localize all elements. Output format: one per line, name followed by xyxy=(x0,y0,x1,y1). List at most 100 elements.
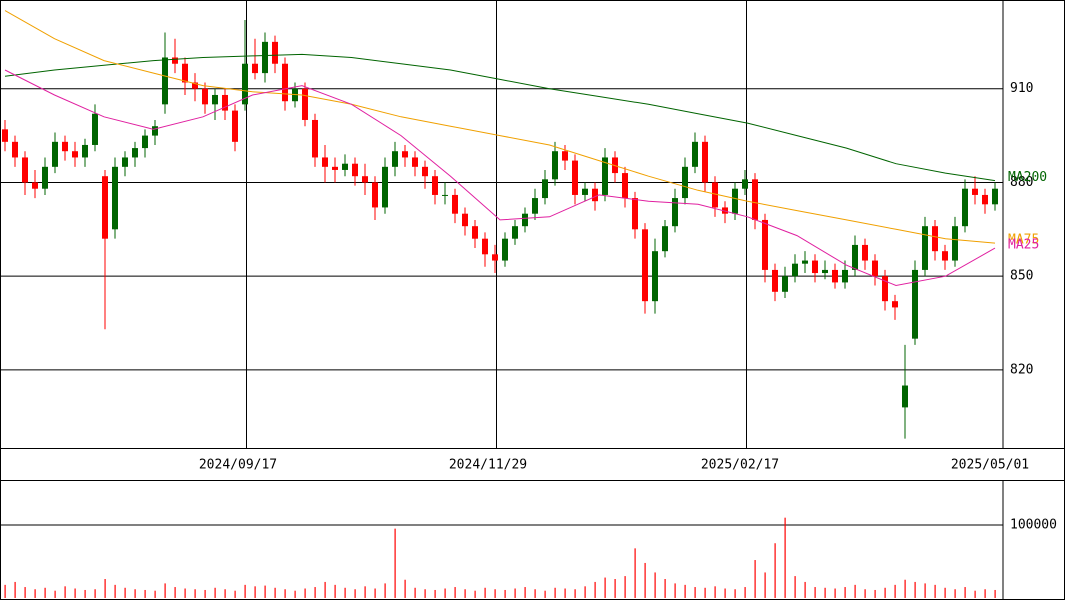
volume-bar xyxy=(544,590,546,598)
volume-bar xyxy=(474,590,476,598)
volume-bar xyxy=(584,586,586,598)
volume-bar xyxy=(94,589,96,598)
candle-body xyxy=(162,57,168,105)
volume-bar xyxy=(964,587,966,598)
volume-bar xyxy=(324,581,326,598)
volume-bar xyxy=(594,581,596,598)
candle-body xyxy=(582,188,588,195)
candle-body xyxy=(122,157,128,167)
volume-bar xyxy=(54,590,56,598)
volume-bar xyxy=(904,579,906,598)
volume-bar xyxy=(384,583,386,598)
candle-body xyxy=(222,94,228,111)
volume-bar xyxy=(684,584,686,598)
volume-bar xyxy=(414,587,416,598)
volume-bar xyxy=(934,584,936,598)
candle-body xyxy=(452,194,458,214)
candle-body xyxy=(442,194,448,196)
volume-bar xyxy=(694,587,696,598)
candle-body xyxy=(392,151,398,167)
candle-body xyxy=(212,94,218,105)
candle-body xyxy=(42,166,48,189)
candle-body xyxy=(532,198,538,214)
candle-body xyxy=(712,182,718,208)
ma-label: MA200 xyxy=(1008,170,1047,185)
y-tick-label: 880 xyxy=(1010,175,1033,190)
volume-bar xyxy=(244,584,246,598)
candle-body xyxy=(112,166,118,230)
candle-body xyxy=(432,176,438,195)
candle-body xyxy=(602,157,608,195)
volume-bar xyxy=(914,581,916,598)
candle-body xyxy=(402,151,408,158)
candle-body xyxy=(202,88,208,105)
volume-bar xyxy=(84,589,86,598)
candle-body xyxy=(922,226,928,270)
volume-bar xyxy=(34,589,36,598)
volume-bar xyxy=(574,589,576,598)
candle-body xyxy=(2,129,8,142)
volume-bar xyxy=(144,589,146,598)
candle-body xyxy=(332,166,338,170)
volume-bar xyxy=(444,588,446,598)
volume-bar xyxy=(794,576,796,598)
ma-label: MA75 xyxy=(1008,233,1039,248)
candle-body xyxy=(772,269,778,292)
candle-body xyxy=(22,157,28,183)
volume-bar xyxy=(274,587,276,598)
candle-body xyxy=(352,163,358,177)
volume-bar xyxy=(874,589,876,598)
candle-body xyxy=(932,226,938,252)
candle-body xyxy=(702,141,708,183)
x-tick-label: 2024/11/29 xyxy=(449,458,527,473)
candle-body xyxy=(82,144,88,158)
volume-bar xyxy=(104,579,106,598)
volume-bar xyxy=(534,589,536,598)
x-tick-label: 2025/02/17 xyxy=(701,458,779,473)
candle-body xyxy=(522,213,528,227)
candle-body xyxy=(812,260,818,274)
candle-body xyxy=(972,188,978,195)
candle-body xyxy=(32,182,38,189)
ma-line xyxy=(4,69,996,287)
candle-body xyxy=(722,207,728,214)
volume-bar xyxy=(424,589,426,598)
volume-bar xyxy=(864,589,866,598)
volume-bar xyxy=(504,589,506,598)
candle-body xyxy=(322,157,328,167)
candle-body xyxy=(782,276,788,292)
candle-body xyxy=(312,119,318,158)
candle-body xyxy=(632,198,638,230)
volume-bar xyxy=(804,581,806,598)
volume-bar xyxy=(944,587,946,598)
candle-body xyxy=(742,179,748,189)
volume-bar xyxy=(124,587,126,598)
candle-body xyxy=(912,269,918,339)
candle-body xyxy=(482,238,488,255)
volume-bar xyxy=(814,587,816,598)
candle-body xyxy=(942,251,948,261)
volume-bar xyxy=(404,579,406,598)
x-tick-label: 2025/05/01 xyxy=(951,458,1029,473)
candle-body xyxy=(682,166,688,199)
volume-bar xyxy=(974,590,976,598)
volume-bar xyxy=(834,588,836,598)
candle-body xyxy=(862,244,868,261)
candle-body xyxy=(232,110,238,142)
volume-bar xyxy=(304,588,306,598)
volume-bar xyxy=(774,543,776,598)
candle-body xyxy=(302,88,308,120)
candle-body xyxy=(242,63,248,105)
candle-body xyxy=(142,135,148,149)
candle-body xyxy=(802,260,808,264)
candle-body xyxy=(642,229,648,302)
candle-body xyxy=(52,141,58,167)
candle-body xyxy=(952,226,958,261)
volume-bar xyxy=(174,587,176,598)
candle-body xyxy=(92,113,98,145)
volume-bar xyxy=(394,528,396,598)
candle-body xyxy=(172,57,178,64)
candle-body xyxy=(422,166,428,177)
y-tick-label: 910 xyxy=(1010,81,1033,96)
volume-bar xyxy=(14,581,16,598)
